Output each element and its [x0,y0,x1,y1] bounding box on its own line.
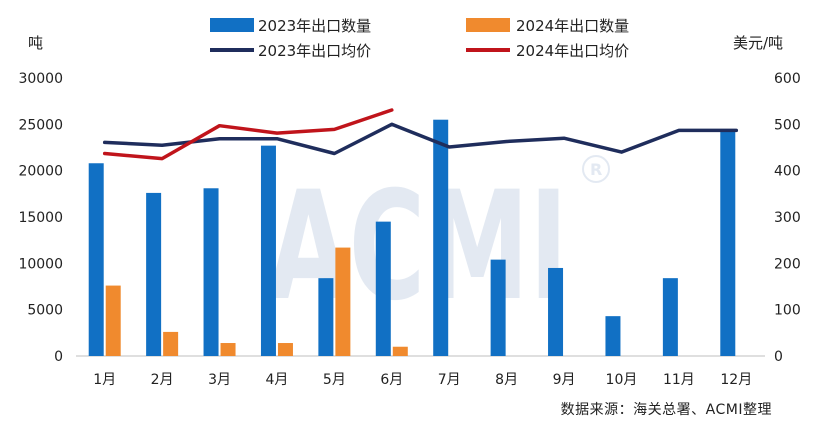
x-tick-label: 9月 [553,372,576,388]
bar-2024-volume [105,285,121,356]
right-y-tick-label: 500 [774,117,801,133]
right-axis-unit: 美元/吨 [733,34,783,52]
x-tick-label: 3月 [208,372,231,388]
bar-2023-volume [318,278,334,356]
right-y-tick-label: 400 [774,164,801,180]
bar-2024-volume [392,346,408,356]
x-tick-label: 2月 [151,372,174,388]
legend-label-2023-price: 2023年出口均价 [258,42,371,60]
x-tick-label: 6月 [380,372,403,388]
x-tick-label: 5月 [323,372,346,388]
left-y-tick-label: 0 [54,349,63,365]
source-note: 数据来源：海关总署、ACMI整理 [561,402,772,418]
line-2024-price [102,108,394,161]
bar-2023-volume [260,145,276,356]
bar-2023-volume [548,267,564,356]
bar-2023-volume [720,128,736,356]
left-y-tick-label: 25000 [18,117,63,133]
bar-2023-volume [662,278,678,356]
left-y-tick-label: 5000 [27,303,63,319]
acmi-watermark: ACMI R [268,155,610,334]
legend: 2023年出口数量 2024年出口数量 2023年出口均价 2024年出口均价 [210,17,629,60]
right-y-tick-label: 300 [774,210,801,226]
left-y-tick-label: 10000 [18,256,63,272]
line-2023-price [102,122,739,156]
legend-swatch-2023-volume [210,18,254,32]
x-tick-label: 11月 [663,372,695,388]
right-y-tick-label: 0 [774,349,783,365]
right-y-tick-label: 200 [774,256,801,272]
x-tick-label: 7月 [438,372,461,388]
x-tick-label: 4月 [265,372,288,388]
left-y-tick-label: 30000 [18,71,63,87]
left-axis-unit: 吨 [28,34,43,52]
right-y-tick-label: 600 [774,71,801,87]
bar-2024-volume [277,343,293,356]
legend-label-2023-volume: 2023年出口数量 [258,17,371,35]
bar-2023-volume [605,316,621,356]
plot-area: 0 5000 10000 15000 20000 25000 30000 0 100 200 300… [18,71,800,388]
bar-2023-volume [375,221,391,356]
x-tick-label: 12月 [720,372,752,388]
x-tick-label: 10月 [606,372,638,388]
svg-text:ACMI: ACMI [268,160,568,334]
bar-2023-volume [490,259,506,356]
bar-2024-volume [220,343,236,356]
bar-2024-volume [163,331,179,356]
x-tick-label: 1月 [93,372,116,388]
bar-2024-volume [335,247,351,356]
bar-2023-volume [146,192,162,356]
x-tick-label: 8月 [495,372,518,388]
legend-label-2024-price: 2024年出口均价 [516,42,629,60]
bar-2023-volume [433,119,449,356]
left-y-tick-label: 15000 [18,210,63,226]
left-y-tick-label: 20000 [18,164,63,180]
bar-2023-volume [203,188,219,356]
legend-label-2024-volume: 2024年出口数量 [516,17,629,35]
bar-2023-volume [88,163,104,356]
right-y-tick-label: 100 [774,303,801,319]
legend-swatch-2024-volume [466,18,510,32]
svg-text:R: R [590,160,602,179]
